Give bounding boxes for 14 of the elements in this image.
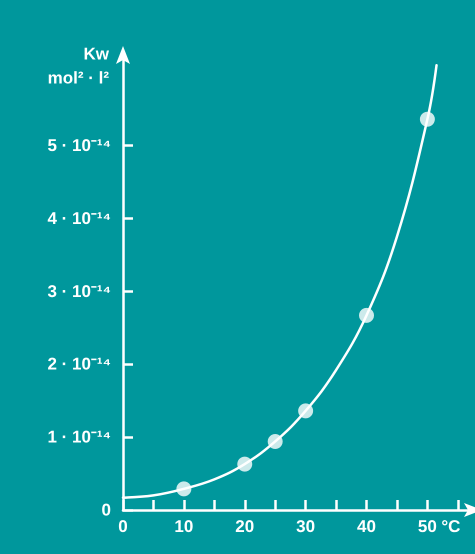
x-tick-label: 40 [357,517,376,536]
y-tick-label: 1 · 10⁻¹⁴ [47,428,111,447]
y-tick-label: 0 [102,500,111,520]
x-axis-title: °C [441,517,460,536]
y-tick-label: 2 · 10⁻¹⁴ [47,354,111,374]
y-tick-label: 3 · 10⁻¹⁴ [47,282,111,301]
x-tick-label: 30 [296,517,316,536]
x-tick-label: 50 [418,517,437,536]
x-tick-label: 10 [174,517,194,536]
x-tick-label: 20 [235,517,254,536]
y-tick-label: 4 · 10⁻¹⁴ [47,208,111,228]
x-tick-label: 0 [118,517,128,536]
y-tick-label: 5 · 10⁻¹⁴ [47,136,111,155]
y-axis-title: Kw mol² · l² [48,44,110,88]
